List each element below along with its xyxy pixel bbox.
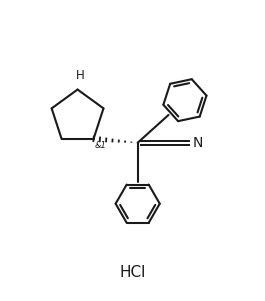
Text: HCl: HCl [119,265,146,280]
Text: H: H [76,69,85,82]
Text: &1: &1 [95,141,107,150]
Text: N: N [193,136,203,150]
